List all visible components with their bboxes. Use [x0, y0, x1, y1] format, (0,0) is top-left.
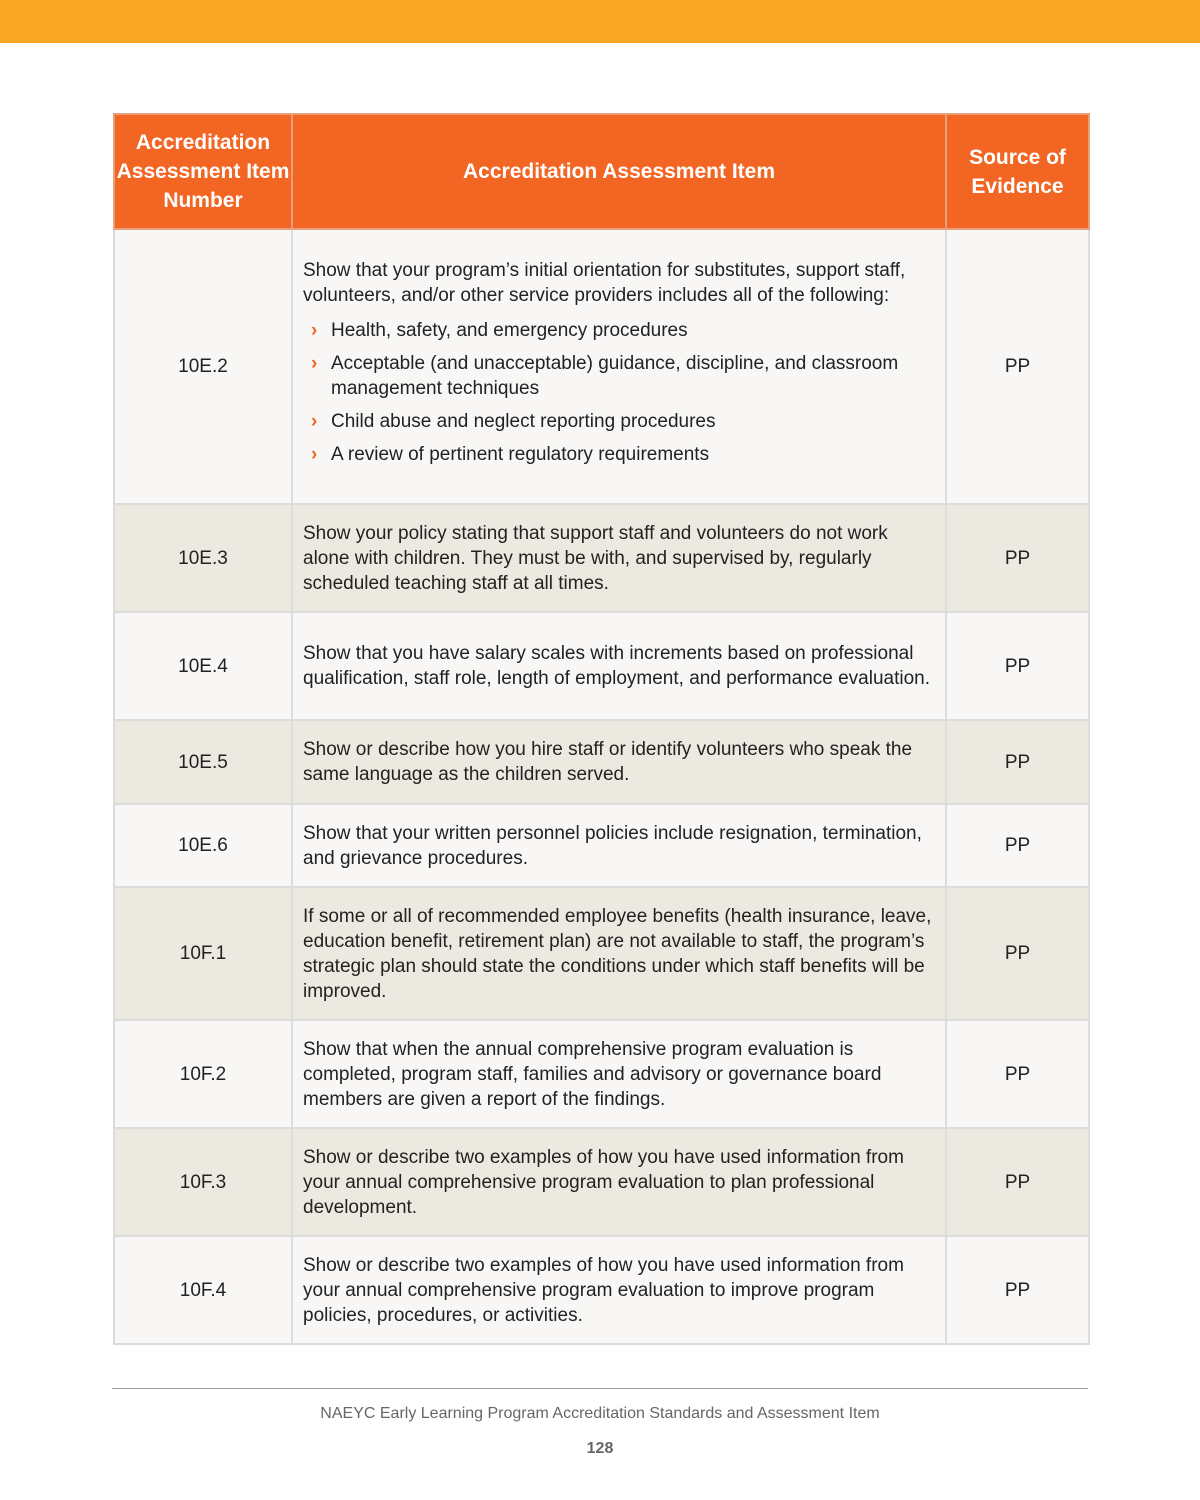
table-row: 10F.3 Show or describe two examples of h… — [113, 1127, 1090, 1237]
source-of-evidence: PP — [945, 719, 1090, 805]
item-number: 10F.2 — [113, 1019, 293, 1129]
item-text-cell: Show that you have salary scales with in… — [291, 611, 947, 721]
bullet-text: A review of pertinent regulatory require… — [331, 444, 710, 465]
bullet-text: Child abuse and neglect reporting proced… — [331, 411, 716, 432]
chevron-right-icon: › — [311, 444, 318, 465]
chevron-right-icon: › — [311, 353, 318, 374]
source-of-evidence: PP — [945, 228, 1090, 505]
item-text-cell: Show your policy stating that support st… — [291, 503, 947, 613]
item-text: If some or all of recommended employee b… — [303, 905, 932, 1002]
table-row: 10E.6 Show that your written personnel p… — [113, 803, 1090, 888]
table-row: 10F.2 Show that when the annual comprehe… — [113, 1019, 1090, 1129]
header-item: Accreditation Assessment Item — [291, 113, 947, 230]
item-text: Show your policy stating that support st… — [303, 522, 888, 594]
source-of-evidence: PP — [945, 1019, 1090, 1129]
item-number: 10E.4 — [113, 611, 293, 721]
table-header: Accreditation Assessment Item Number Acc… — [113, 113, 1090, 230]
item-text-cell: Show that your program’s initial orienta… — [291, 228, 947, 505]
assessment-table: Accreditation Assessment Item Number Acc… — [113, 113, 1090, 1345]
item-text-cell: Show that when the annual comprehensive … — [291, 1019, 947, 1129]
source-of-evidence: PP — [945, 886, 1090, 1021]
source-of-evidence: PP — [945, 503, 1090, 613]
header-item-number: Accreditation Assessment Item Number — [113, 113, 293, 230]
item-number: 10F.1 — [113, 886, 293, 1021]
list-item: › Acceptable (and unacceptable) guidance,… — [303, 351, 935, 401]
item-number: 10E.2 — [113, 228, 293, 505]
item-number: 10F.3 — [113, 1127, 293, 1237]
item-text-cell: Show or describe two examples of how you… — [291, 1235, 947, 1345]
item-text: Show that you have salary scales with in… — [303, 643, 931, 689]
item-number: 10E.5 — [113, 719, 293, 805]
item-text: Show that your written personnel policie… — [303, 822, 922, 869]
list-item: › A review of pertinent regulatory requir… — [303, 442, 935, 467]
item-number: 10E.3 — [113, 503, 293, 613]
source-of-evidence: PP — [945, 1127, 1090, 1237]
table-row: 10F.4 Show or describe two examples of h… — [113, 1235, 1090, 1345]
item-number: 10F.4 — [113, 1235, 293, 1345]
footer-text: NAEYC Early Learning Program Accreditati… — [320, 1405, 880, 1422]
bullet-list: › Health, safety, and emergency procedure… — [303, 318, 935, 467]
source-of-evidence: PP — [945, 611, 1090, 721]
table-row: 10E.5 Show or describe how you hire staf… — [113, 719, 1090, 805]
item-text: Show that your program’s initial orienta… — [303, 260, 906, 306]
table-row: 10E.3 Show your policy stating that supp… — [113, 503, 1090, 613]
item-text-cell: Show or describe how you hire staff or i… — [291, 719, 947, 805]
list-item: › Child abuse and neglect reporting proce… — [303, 409, 935, 434]
top-color-bar — [0, 0, 1200, 43]
header-source: Source of Evidence — [945, 113, 1090, 230]
item-text: Show or describe two examples of how you… — [303, 1146, 904, 1218]
table-row: 10F.1 If some or all of recommended empl… — [113, 886, 1090, 1021]
source-of-evidence: PP — [945, 1235, 1090, 1345]
item-text: Show or describe two examples of how you… — [303, 1254, 904, 1326]
table-row: 10E.2 Show that your program’s initial o… — [113, 228, 1090, 505]
item-text-cell: Show that your written personnel policie… — [291, 803, 947, 888]
bullet-text: Health, safety, and emergency procedures — [331, 320, 688, 341]
item-text: Show or describe how you hire staff or i… — [303, 739, 913, 785]
list-item: › Health, safety, and emergency procedure… — [303, 318, 935, 343]
bullet-text: Acceptable (and unacceptable) guidance, … — [331, 353, 899, 399]
source-of-evidence: PP — [945, 803, 1090, 888]
item-text: Show that when the annual comprehensive … — [303, 1038, 882, 1110]
footer-divider — [112, 1388, 1088, 1389]
page-number: 128 — [586, 1440, 614, 1457]
chevron-right-icon: › — [311, 320, 318, 341]
item-text-cell: Show or describe two examples of how you… — [291, 1127, 947, 1237]
item-number: 10E.6 — [113, 803, 293, 888]
chevron-right-icon: › — [311, 411, 318, 432]
item-text-cell: If some or all of recommended employee b… — [291, 886, 947, 1021]
table-row: 10E.4 Show that you have salary scales w… — [113, 611, 1090, 721]
